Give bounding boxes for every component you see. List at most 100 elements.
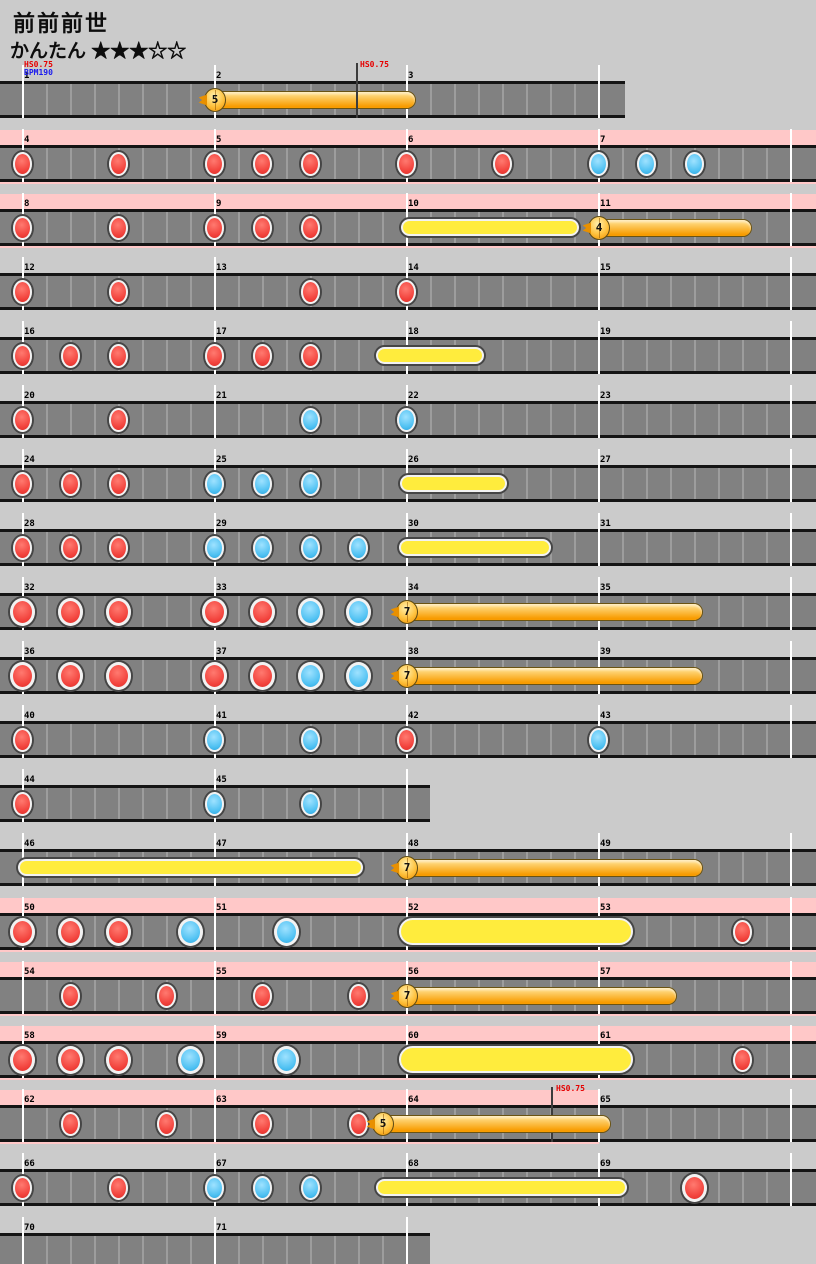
beat-divider	[670, 468, 672, 499]
measure-line	[406, 769, 408, 822]
measure-number: 63	[216, 1095, 227, 1105]
beat-divider	[646, 532, 648, 563]
measure-line	[214, 257, 216, 310]
measure-number: 25	[216, 455, 227, 465]
beat-divider	[262, 724, 264, 755]
big-don-note	[106, 1046, 131, 1074]
beat-divider	[742, 1108, 744, 1139]
don-note	[109, 280, 128, 304]
beat-divider	[622, 276, 624, 307]
measure-line	[598, 1089, 600, 1142]
don-note	[205, 152, 224, 176]
beat-divider	[142, 1044, 144, 1075]
beat-divider	[286, 468, 288, 499]
beat-divider	[46, 916, 48, 947]
hs-change-line	[551, 1087, 553, 1142]
big-don-note	[106, 918, 131, 946]
measure-line	[214, 1217, 216, 1264]
measure-line	[790, 1089, 792, 1142]
ka-note	[205, 472, 224, 496]
ka-note	[205, 1176, 224, 1200]
measure-line	[790, 705, 792, 758]
beat-divider	[550, 276, 552, 307]
beat-divider	[262, 276, 264, 307]
don-note	[109, 1176, 128, 1200]
measure-line	[790, 513, 792, 566]
beat-divider	[310, 916, 312, 947]
measure-line	[790, 1153, 792, 1206]
ka-note	[205, 536, 224, 560]
beat-divider	[766, 724, 768, 755]
measure-number: 30	[408, 519, 419, 529]
don-note	[13, 536, 32, 560]
measure-line	[790, 449, 792, 502]
beat-divider	[646, 404, 648, 435]
measure-number: 10	[408, 199, 419, 209]
measure-number: 28	[24, 519, 35, 529]
don-note	[109, 536, 128, 560]
beat-divider	[550, 468, 552, 499]
beat-divider	[430, 724, 432, 755]
beat-divider	[190, 532, 192, 563]
beat-divider	[190, 596, 192, 627]
beat-divider	[622, 340, 624, 371]
beat-divider	[142, 1236, 144, 1264]
ka-note	[301, 536, 320, 560]
don-note	[205, 216, 224, 240]
beat-divider	[190, 148, 192, 179]
beat-divider	[190, 1172, 192, 1203]
measure-line	[790, 641, 792, 694]
measure-number: 50	[24, 903, 35, 913]
beat-divider	[190, 212, 192, 243]
big-don-note	[58, 662, 83, 690]
beat-divider	[238, 724, 240, 755]
beat-divider	[382, 148, 384, 179]
beat-divider	[70, 1236, 72, 1264]
difficulty-line: かんたん ★★★☆☆	[10, 36, 186, 63]
drumroll-bar	[18, 859, 363, 876]
don-note	[205, 344, 224, 368]
beat-divider	[646, 276, 648, 307]
beat-divider	[622, 724, 624, 755]
beat-divider	[382, 1044, 384, 1075]
beat-divider	[670, 404, 672, 435]
don-note	[13, 344, 32, 368]
don-note	[109, 152, 128, 176]
don-note	[61, 344, 80, 368]
ka-note	[301, 728, 320, 752]
beat-divider	[382, 468, 384, 499]
beat-divider	[742, 276, 744, 307]
beat-divider	[550, 148, 552, 179]
beat-divider	[286, 276, 288, 307]
beat-divider	[94, 1172, 96, 1203]
measure-number: 65	[600, 1095, 611, 1105]
big-don-note	[10, 598, 35, 626]
beat-divider	[166, 404, 168, 435]
beat-divider	[334, 532, 336, 563]
big-ka-note	[298, 598, 323, 626]
beat-divider	[694, 404, 696, 435]
beat-divider	[190, 788, 192, 819]
beat-divider	[718, 404, 720, 435]
beat-divider	[550, 532, 552, 563]
beat-divider	[694, 724, 696, 755]
beat-divider	[622, 532, 624, 563]
measure-line	[790, 321, 792, 374]
beat-divider	[694, 340, 696, 371]
beat-divider	[358, 1236, 360, 1264]
beat-divider	[142, 724, 144, 755]
beat-divider	[718, 596, 720, 627]
beat-divider	[622, 148, 624, 179]
beat-divider	[166, 148, 168, 179]
beat-divider	[358, 340, 360, 371]
beat-divider	[334, 1172, 336, 1203]
measure-number: 44	[24, 775, 35, 785]
don-note	[253, 984, 272, 1008]
beat-divider	[94, 148, 96, 179]
beat-divider	[334, 660, 336, 691]
beat-divider	[190, 1108, 192, 1139]
beat-divider	[670, 340, 672, 371]
beat-divider	[238, 468, 240, 499]
measure-line	[790, 961, 792, 1014]
beat-divider	[766, 340, 768, 371]
